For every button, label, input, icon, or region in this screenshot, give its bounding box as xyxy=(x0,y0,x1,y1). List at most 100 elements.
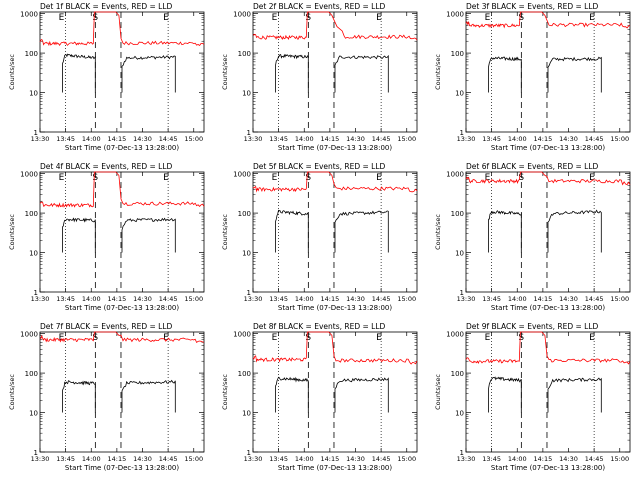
x-tick-label: 15:00 xyxy=(397,135,416,143)
x-tick-label: 14:45 xyxy=(372,295,391,303)
x-tick-label: 14:45 xyxy=(372,135,391,143)
marker-e-right: E xyxy=(163,333,169,343)
y-axis-label: Counts/sec xyxy=(434,214,442,250)
x-tick-label: 14:45 xyxy=(159,135,178,143)
y-tick-label: 1000 xyxy=(20,171,38,179)
panel-title: Det 6f BLACK = Events, RED = LLD xyxy=(466,162,599,171)
marker-e-left: E xyxy=(272,13,278,23)
y-axis-label: Counts/sec xyxy=(434,374,442,410)
y-tick-label: 1000 xyxy=(20,331,38,339)
y-tick-label: 100 xyxy=(238,210,251,218)
y-tick-label: 1 xyxy=(34,449,38,457)
lld-series xyxy=(252,331,418,365)
events-series xyxy=(275,376,309,413)
events-series xyxy=(275,209,309,253)
y-tick-label: 1 xyxy=(34,289,38,297)
plot-frame xyxy=(39,11,205,133)
x-tick-label: 14:15 xyxy=(534,455,553,463)
x-tick-label: 14:30 xyxy=(133,455,152,463)
x-axis-label: Start Time (07-Dec-13 13:28:00) xyxy=(491,144,605,152)
x-tick-label: 13:30 xyxy=(31,135,50,143)
x-tick-label: 13:45 xyxy=(56,295,75,303)
plot-frame xyxy=(465,11,631,133)
y-tick-label: 10 xyxy=(242,90,251,98)
marker-e-left: E xyxy=(485,13,491,23)
lld-series xyxy=(465,171,631,186)
events-series xyxy=(62,380,96,413)
y-tick-label: 1 xyxy=(247,129,251,137)
plot-frame xyxy=(39,331,205,453)
x-tick-label: 13:30 xyxy=(244,135,263,143)
x-tick-label: 13:30 xyxy=(244,295,263,303)
marker-s: S xyxy=(305,13,311,23)
y-axis-label: Counts/sec xyxy=(434,54,442,90)
x-tick-label: 13:45 xyxy=(482,295,501,303)
marker-s: S xyxy=(518,13,524,23)
events-series xyxy=(334,210,389,253)
marker-e-right: E xyxy=(589,13,595,23)
x-tick-label: 14:45 xyxy=(585,455,604,463)
panel-title: Det 9f BLACK = Events, RED = LLD xyxy=(466,322,599,331)
marker-s: S xyxy=(92,173,98,183)
x-tick-label: 14:45 xyxy=(372,455,391,463)
lld-series xyxy=(39,11,205,47)
x-tick-label: 13:45 xyxy=(269,455,288,463)
marker-e-left: E xyxy=(272,173,278,183)
x-tick-label: 14:30 xyxy=(346,295,365,303)
y-tick-label: 1000 xyxy=(446,11,464,19)
x-tick-label: 14:00 xyxy=(508,455,527,463)
events-series xyxy=(547,56,602,93)
panel-title: Det 5f BLACK = Events, RED = LLD xyxy=(253,162,386,171)
y-tick-label: 10 xyxy=(242,410,251,418)
events-series xyxy=(62,53,96,93)
x-tick-label: 15:00 xyxy=(610,295,629,303)
y-tick-label: 1000 xyxy=(446,331,464,339)
y-tick-label: 1 xyxy=(460,289,464,297)
panel-title: Det 2f BLACK = Events, RED = LLD xyxy=(253,2,386,11)
x-tick-label: 14:45 xyxy=(159,295,178,303)
events-series xyxy=(488,376,522,413)
x-axis-label: Start Time (07-Dec-13 13:28:00) xyxy=(65,464,179,472)
x-tick-label: 14:45 xyxy=(159,455,178,463)
y-tick-label: 1000 xyxy=(233,331,251,339)
panel-det-5f: Det 5f BLACK = Events, RED = LLD 1 10 100 10… xyxy=(221,162,418,312)
x-tick-label: 14:15 xyxy=(321,135,340,143)
x-tick-label: 14:00 xyxy=(82,135,101,143)
marker-s: S xyxy=(305,333,311,343)
y-tick-label: 10 xyxy=(29,250,38,258)
events-series xyxy=(275,53,309,93)
events-series xyxy=(62,217,96,253)
y-axis-label: Counts/sec xyxy=(8,54,16,90)
events-series xyxy=(334,54,389,93)
lld-series xyxy=(252,11,418,41)
x-tick-label: 14:15 xyxy=(321,455,340,463)
x-tick-label: 13:30 xyxy=(31,455,50,463)
lld-series xyxy=(465,331,631,365)
x-tick-label: 14:30 xyxy=(559,135,578,143)
x-tick-label: 15:00 xyxy=(184,295,203,303)
y-axis-label: Counts/sec xyxy=(8,214,16,250)
x-tick-label: 13:30 xyxy=(457,295,476,303)
panel-title: Det 7f BLACK = Events, RED = LLD xyxy=(40,322,173,331)
marker-e-right: E xyxy=(376,333,382,343)
marker-e-left: E xyxy=(59,173,65,183)
y-axis-label: Counts/sec xyxy=(221,214,229,250)
x-axis-label: Start Time (07-Dec-13 13:28:00) xyxy=(491,304,605,312)
y-tick-label: 10 xyxy=(242,250,251,258)
y-tick-label: 10 xyxy=(29,90,38,98)
plot-frame xyxy=(465,331,631,453)
plot-frame xyxy=(39,171,205,293)
events-series xyxy=(121,379,176,413)
x-tick-label: 15:00 xyxy=(397,455,416,463)
x-tick-label: 15:00 xyxy=(610,455,629,463)
y-tick-label: 100 xyxy=(25,370,38,378)
y-tick-label: 1 xyxy=(460,129,464,137)
y-tick-label: 100 xyxy=(238,370,251,378)
x-tick-label: 15:00 xyxy=(184,455,203,463)
y-tick-label: 100 xyxy=(25,50,38,58)
x-tick-label: 13:45 xyxy=(269,135,288,143)
events-series xyxy=(547,377,602,413)
x-axis-label: Start Time (07-Dec-13 13:28:00) xyxy=(65,304,179,312)
x-tick-label: 14:15 xyxy=(321,295,340,303)
y-tick-label: 10 xyxy=(455,90,464,98)
